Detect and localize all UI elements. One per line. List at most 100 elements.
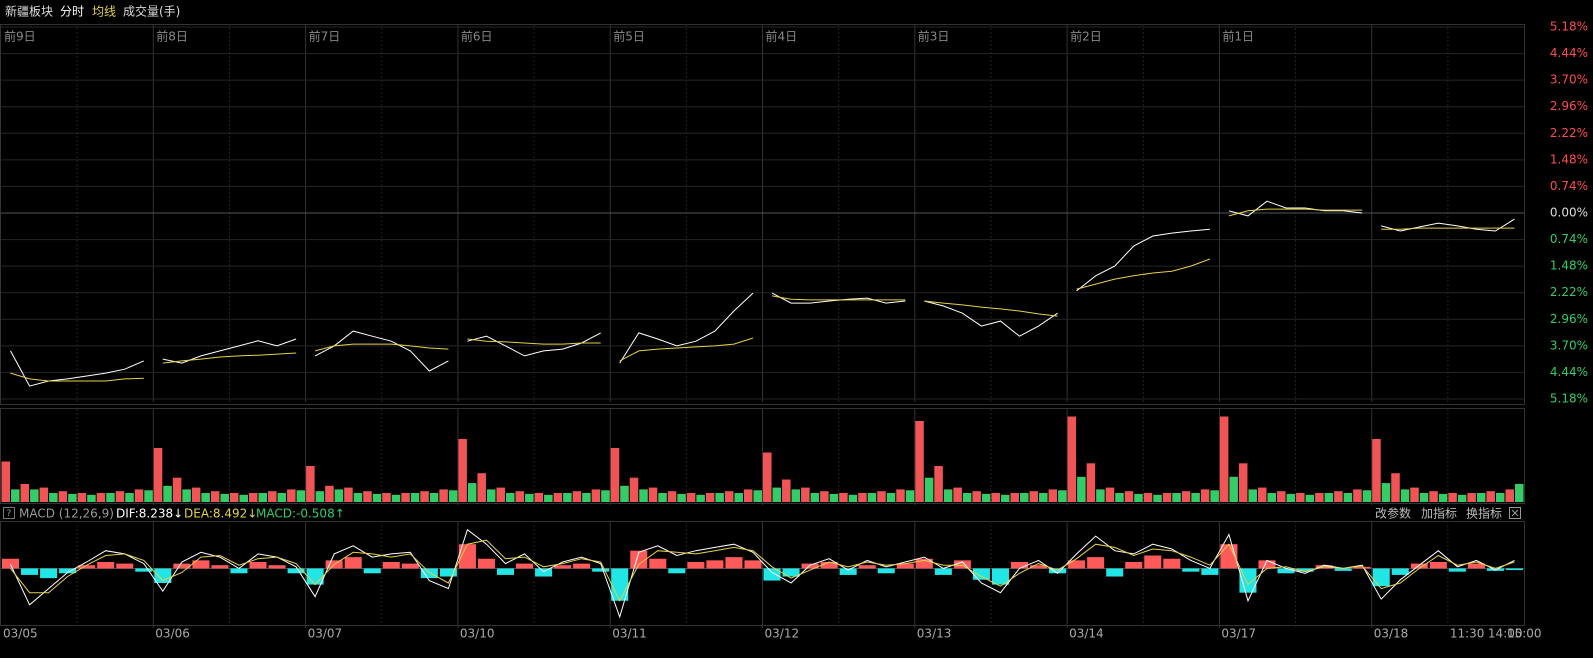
y-tick-label: 3.70%: [1550, 338, 1588, 352]
volume-bar: [248, 493, 258, 502]
volume-bar: [591, 489, 601, 502]
macd-bar: [59, 568, 77, 574]
day-label: 前8日: [156, 29, 188, 44]
help-icon[interactable]: [3, 507, 15, 519]
volume-bar: [201, 493, 210, 502]
button[interactable]: 加指标: [1421, 506, 1457, 521]
price-line: [1381, 218, 1515, 232]
macd-bar: [344, 557, 362, 569]
macd-bar: [192, 560, 210, 569]
volume-bar: [382, 493, 391, 502]
volume-title: 成交量(手): [123, 4, 180, 19]
macd-line: [10, 539, 1515, 602]
volume-bar: [134, 489, 144, 502]
x-tick-label: 03/14: [1069, 627, 1104, 641]
volume-bar: [258, 493, 268, 502]
button[interactable]: 换指标: [1466, 506, 1502, 521]
volume-bar: [87, 494, 96, 502]
volume-bar: [1391, 473, 1400, 502]
y-tick-label: 0.00%: [1550, 206, 1588, 220]
volume-bar: [486, 489, 496, 502]
volume-bar: [915, 421, 924, 502]
button[interactable]: 改参数: [1375, 506, 1411, 521]
volume-bar: [743, 489, 753, 502]
macd-bar: [1144, 555, 1162, 569]
macd-bar: [858, 565, 876, 569]
volume-bar: [172, 477, 182, 502]
macd-bar: [1201, 568, 1219, 575]
x-tick-label: 03/10: [460, 627, 495, 641]
volume-bar: [467, 483, 477, 502]
volume-bar: [953, 487, 962, 502]
macd-bar: [363, 568, 381, 574]
volume-bar: [1124, 491, 1134, 502]
volume-bar: [1476, 493, 1486, 502]
y-tick-label: 2.96%: [1550, 99, 1588, 113]
x-tick-label: 03/07: [308, 627, 343, 641]
price-line: [619, 292, 754, 364]
volume-bar: [1324, 493, 1334, 502]
x-tick-label: 03/18: [1374, 627, 1409, 641]
volume-bar: [705, 493, 715, 502]
volume-bar: [505, 493, 515, 502]
volume-bar: [1200, 489, 1210, 502]
volume-bar: [1438, 493, 1448, 502]
volume-bar: [429, 493, 439, 502]
dea-legend: DEA:8.492↓: [184, 507, 257, 521]
volume-bar: [296, 490, 306, 502]
volume-bar: [1219, 416, 1229, 502]
volume-bar: [686, 493, 696, 502]
volume-bar: [1429, 491, 1438, 502]
macd-bar: [1258, 560, 1276, 569]
price-line: [619, 337, 754, 362]
volume-bar: [1172, 493, 1181, 502]
macd-bar: [458, 544, 476, 569]
x-tick-label: 03/13: [917, 627, 952, 641]
volume-bar: [353, 493, 363, 502]
day-label: 前5日: [613, 29, 645, 44]
macd-bar: [972, 568, 990, 580]
volume-bar: [1410, 487, 1419, 502]
volume-bar: [391, 494, 401, 502]
macd-bar: [1391, 568, 1409, 575]
volume-bar: [268, 491, 277, 502]
volume-bar: [525, 493, 534, 502]
volume-bar: [1514, 484, 1524, 502]
close-button[interactable]: [1509, 507, 1521, 519]
volume-bar: [886, 493, 896, 502]
volume-bar: [1, 461, 11, 502]
price-line: [1076, 258, 1211, 290]
volume-bar: [125, 493, 134, 502]
macd-bar: [820, 561, 838, 569]
macd-bar: [1010, 561, 1029, 569]
volume-bar: [1058, 490, 1067, 502]
macd-bar: [1163, 558, 1181, 569]
macd-bar: [401, 563, 419, 569]
volume-bar: [1191, 493, 1200, 502]
volume-bar: [810, 493, 820, 502]
volume-bar: [306, 466, 315, 502]
volume-bar: [1419, 493, 1429, 502]
x-tick-label: 03/11: [612, 627, 647, 641]
macd-bar: [554, 565, 572, 569]
volume-bar: [1020, 493, 1029, 502]
macd-bar: [249, 561, 267, 569]
price-line: [162, 352, 297, 364]
volume-bar: [1257, 487, 1267, 502]
macd-bar: [1087, 557, 1105, 569]
price-line: [1228, 200, 1363, 217]
volume-bar: [68, 493, 77, 502]
volume-bar: [1448, 493, 1457, 502]
price-line: [771, 295, 906, 301]
macd-bar: [230, 568, 248, 574]
volume-bar: [77, 493, 87, 502]
mode-label[interactable]: 分时: [60, 5, 84, 19]
macd-bar: [953, 560, 971, 569]
volume-bar: [782, 479, 791, 502]
macd-legend: MACD:-0.508↑: [256, 507, 345, 521]
y-tick-label: 5.18%: [1550, 20, 1588, 34]
y-tick-label: 2.22%: [1550, 285, 1588, 299]
price-line: [314, 330, 449, 372]
macd-bar: [1125, 561, 1143, 569]
price-line: [467, 332, 601, 357]
